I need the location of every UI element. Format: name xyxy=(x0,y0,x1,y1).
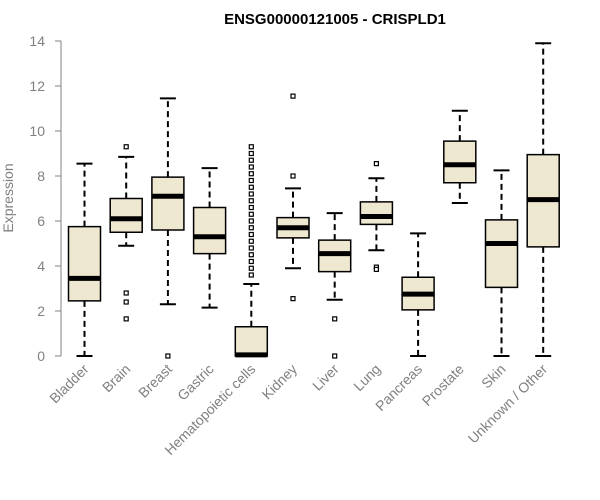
outlier-point xyxy=(248,198,254,204)
outlier-point xyxy=(290,173,296,179)
outlier-point xyxy=(248,184,254,190)
outlier-point xyxy=(123,316,129,322)
outlier-point xyxy=(248,144,254,150)
box xyxy=(484,219,519,289)
box-group xyxy=(234,144,269,358)
outlier-point xyxy=(248,177,254,184)
outlier-point xyxy=(248,231,254,238)
outlier-point xyxy=(248,157,254,163)
outlier-point xyxy=(373,266,379,272)
x-tick-label: Lung xyxy=(350,361,383,394)
box-group xyxy=(484,169,519,357)
box xyxy=(192,206,227,255)
outlier-point xyxy=(248,252,254,258)
outlier-point xyxy=(248,238,254,244)
outlier-point xyxy=(248,245,254,251)
outlier-point xyxy=(248,204,254,211)
y-axis-title: Expression xyxy=(0,163,16,232)
boxes-layer xyxy=(67,42,560,359)
y-tick-label: 14 xyxy=(29,33,45,49)
box xyxy=(359,201,394,226)
box-group xyxy=(109,144,143,322)
y-tick-label: 12 xyxy=(29,78,45,94)
outlier-point xyxy=(248,272,254,278)
chart-title: ENSG00000121005 - CRISPLD1 xyxy=(224,11,446,28)
box-group xyxy=(192,167,227,309)
box-group xyxy=(276,93,310,302)
box-group xyxy=(359,161,394,272)
box xyxy=(234,326,269,357)
y-tick-label: 0 xyxy=(37,348,45,364)
box-group xyxy=(151,97,185,359)
outlier-point xyxy=(332,353,338,359)
box xyxy=(151,176,185,231)
outlier-point xyxy=(248,191,254,197)
x-tick-label: Unknown / Other xyxy=(465,361,551,447)
outlier-point xyxy=(123,290,129,296)
outlier-point xyxy=(248,150,254,157)
box xyxy=(109,197,143,233)
outlier-point xyxy=(248,211,254,217)
x-tick-label: Skin xyxy=(478,361,509,392)
y-tick-label: 4 xyxy=(37,258,45,274)
box-group xyxy=(317,212,352,359)
x-tick-label: Bladder xyxy=(46,361,92,407)
y-axis-ticks: 0 2 4 6 8 10 12 14 xyxy=(29,33,61,364)
outlier-point xyxy=(248,171,254,177)
outlier-point xyxy=(248,218,254,224)
x-tick-label: Liver xyxy=(309,361,342,394)
outlier-point xyxy=(290,296,296,302)
x-tick-label: Prostate xyxy=(419,361,467,409)
box xyxy=(443,140,477,184)
outlier-point xyxy=(248,265,254,271)
x-tick-label: Breast xyxy=(135,361,175,401)
outlier-point xyxy=(373,161,379,167)
outlier-point xyxy=(248,225,254,231)
box-group xyxy=(67,162,102,357)
box-group xyxy=(401,232,435,357)
outlier-point xyxy=(123,299,129,305)
x-tick-label: Brain xyxy=(99,361,133,395)
outlier-point xyxy=(248,258,254,265)
y-tick-label: 2 xyxy=(37,303,45,319)
outlier-point xyxy=(248,164,254,170)
y-tick-label: 8 xyxy=(37,168,45,184)
y-tick-label: 10 xyxy=(29,123,45,139)
outlier-point xyxy=(290,93,296,99)
box-group xyxy=(443,109,477,204)
outlier-point xyxy=(332,316,338,322)
outlier-point xyxy=(123,144,129,150)
box xyxy=(67,225,102,302)
x-tick-label: Kidney xyxy=(259,361,301,403)
y-tick-label: 6 xyxy=(37,213,45,229)
outlier-point xyxy=(165,353,171,359)
box-group xyxy=(526,42,560,357)
